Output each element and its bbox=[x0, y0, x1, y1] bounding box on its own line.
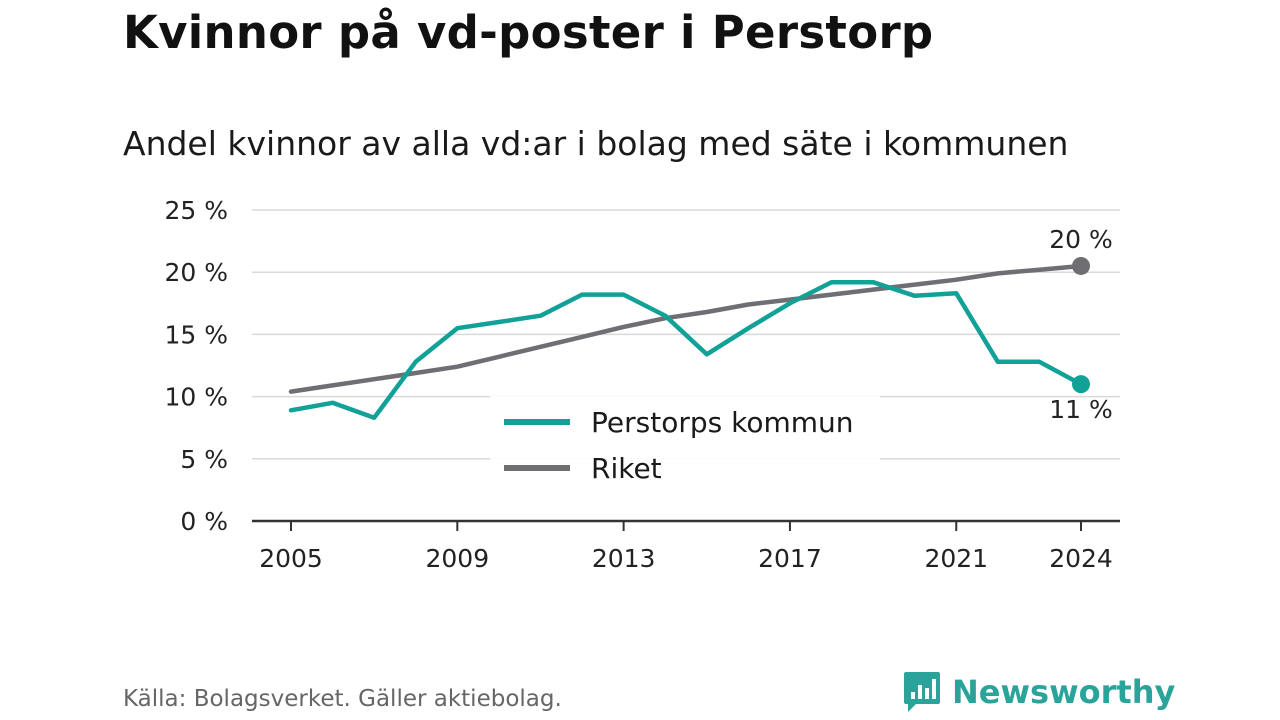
y-tick-label: 20 % bbox=[164, 258, 228, 287]
x-tick-label: 2013 bbox=[592, 544, 656, 573]
brand-logo: Newsworthy bbox=[902, 670, 1175, 714]
end-point-perstorp bbox=[1072, 375, 1090, 394]
source-note: Källa: Bolagsverket. Gäller aktiebolag. bbox=[123, 686, 562, 712]
y-tick-label: 10 % bbox=[164, 383, 228, 412]
legend: Perstorps kommun Riket bbox=[490, 396, 880, 488]
series-line-perstorp bbox=[288, 279, 1084, 420]
y-tick-label: 15 % bbox=[164, 320, 228, 349]
legend-label: Perstorps kommun bbox=[591, 406, 854, 439]
end-label-riket: 20 % bbox=[1049, 225, 1113, 254]
series-line-riket bbox=[288, 263, 1084, 394]
legend-background bbox=[490, 396, 880, 488]
x-tick-label: 2017 bbox=[758, 544, 822, 573]
x-tick-label: 2009 bbox=[426, 544, 490, 573]
x-tick-label: 2005 bbox=[259, 544, 323, 573]
series-lines: 20 % 11 % bbox=[288, 225, 1113, 424]
brand-name: Newsworthy bbox=[952, 673, 1176, 711]
end-label-perstorp: 11 % bbox=[1049, 395, 1113, 424]
x-tick-label: 2021 bbox=[924, 544, 988, 573]
chart-subtitle: Andel kvinnor av alla vd:ar i bolag med … bbox=[123, 124, 1069, 163]
y-axis-ticks: 0 % 5 % 10 % 15 % 20 % 25 % bbox=[164, 196, 228, 536]
y-tick-label: 5 % bbox=[180, 445, 228, 474]
legend-label: Riket bbox=[591, 452, 662, 485]
newsworthy-logo-icon bbox=[904, 672, 940, 712]
y-tick-label: 0 % bbox=[180, 507, 228, 536]
x-tick-label: 2024 bbox=[1049, 544, 1113, 573]
end-point-riket bbox=[1072, 256, 1090, 275]
x-axis: 2005 2009 2013 2017 2021 2024 bbox=[252, 519, 1120, 573]
chart-title: Kvinnor på vd-poster i Perstorp bbox=[123, 6, 934, 59]
y-tick-label: 25 % bbox=[164, 196, 228, 225]
